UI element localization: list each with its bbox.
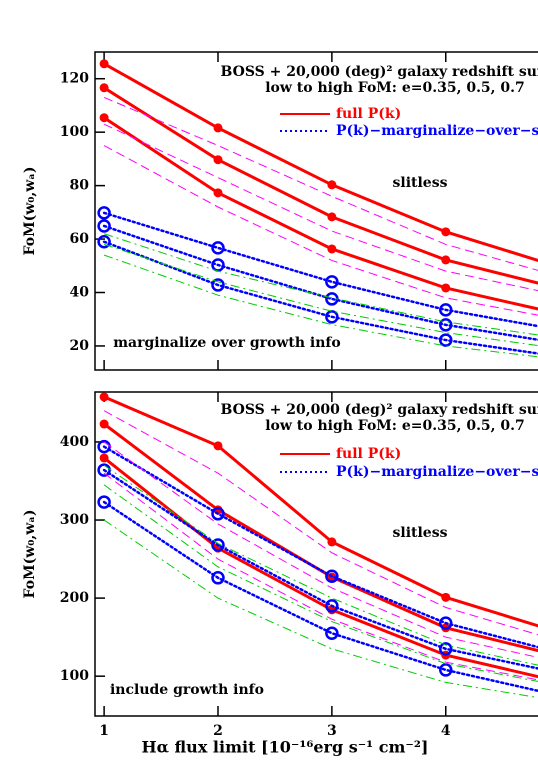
marker	[439, 663, 453, 677]
marker	[441, 227, 451, 237]
marker	[439, 303, 453, 317]
x-axis-label: Hα flux limit [10⁻¹⁶erg s⁻¹ cm⁻²]	[142, 738, 429, 757]
series-line	[103, 464, 538, 666]
marker	[327, 537, 337, 547]
marker	[97, 234, 111, 249]
y-tick-label: 40	[70, 285, 90, 301]
y-tick-label: 300	[60, 512, 89, 528]
marker	[99, 392, 109, 402]
y-axis-label: FoM(w₀,wₐ)	[22, 510, 38, 599]
y-axis-label: FoM(w₀,wₐ)	[22, 167, 38, 256]
marker	[99, 453, 109, 463]
annotation: include growth info	[110, 682, 264, 698]
series-line	[103, 96, 538, 271]
axis-frame	[94, 391, 538, 717]
marker	[97, 206, 111, 220]
marker	[327, 212, 337, 222]
marker	[325, 626, 339, 640]
marker	[325, 569, 339, 584]
marker	[99, 59, 109, 69]
marker	[325, 599, 339, 613]
axis-frame	[94, 51, 538, 371]
marker	[327, 180, 337, 190]
annotation: BOSS + 20,000 (deg)² galaxy redshift sur…	[221, 402, 538, 418]
marker	[97, 463, 111, 477]
y-tick-label: 100	[60, 124, 89, 140]
panel: 20 40 60 80 100 120 FoM(w₀,wₐ) BOSS + 20,000 (d…	[22, 51, 538, 371]
marker	[325, 275, 339, 289]
series-line	[102, 240, 538, 355]
series-line	[103, 145, 538, 316]
marker	[441, 283, 451, 293]
annotation: slitless	[393, 525, 448, 541]
series-line	[103, 472, 538, 681]
legend-label: full P(k)	[336, 106, 401, 122]
series-line	[103, 484, 538, 682]
marker	[211, 258, 225, 272]
marker	[97, 439, 111, 454]
legend-label: full P(k)	[336, 446, 401, 462]
x-tick-label: 3	[327, 723, 337, 739]
marker	[211, 278, 225, 292]
series-line	[103, 519, 538, 699]
x-tick-label: 4	[441, 723, 451, 739]
marker	[439, 642, 453, 656]
series-line	[103, 86, 538, 285]
series-line	[103, 243, 538, 347]
series-line	[103, 123, 538, 292]
marker	[97, 219, 111, 233]
series-line	[102, 224, 538, 342]
plot-area	[97, 392, 538, 699]
series-line	[103, 422, 538, 653]
plot-area	[97, 59, 538, 358]
y-tick-label: 80	[70, 178, 90, 194]
annotation: marginalize over growth info	[113, 335, 341, 351]
marker	[213, 155, 223, 165]
y-tick-label: 200	[60, 590, 89, 606]
annotation: BOSS + 20,000 (deg)² galaxy redshift sur…	[221, 64, 538, 80]
series-line	[102, 445, 538, 649]
marker	[211, 538, 225, 552]
marker	[213, 441, 223, 451]
marker	[213, 123, 223, 133]
x-tick-label: 2	[213, 723, 223, 739]
marker	[99, 113, 109, 123]
series-line	[102, 211, 538, 328]
y-tick-label: 120	[60, 71, 89, 87]
marker	[441, 255, 451, 265]
y-tick-label: 20	[70, 338, 90, 354]
marker	[99, 419, 109, 429]
series-line	[103, 410, 538, 636]
y-tick-label: 100	[60, 668, 89, 684]
series-line	[103, 254, 538, 358]
marker	[439, 333, 453, 347]
annotation: low to high FoM: e=0.35, 0.5, 0.7	[265, 80, 525, 96]
marker	[325, 310, 339, 324]
x-tick-label: 1	[99, 723, 109, 739]
annotation: low to high FoM: e=0.35, 0.5, 0.7	[265, 418, 525, 434]
marker	[211, 507, 225, 521]
marker	[211, 241, 225, 255]
series-line	[102, 500, 538, 693]
panel: 100 200 300 400 1 2 3 4 FoM(w₀,wₐ) Hα flux limit …	[22, 391, 538, 757]
y-tick-label: 60	[70, 231, 90, 247]
series-line	[103, 116, 538, 311]
marker	[97, 495, 111, 509]
marker	[327, 244, 337, 254]
legend-label: P(k)−marginalize−over−sh	[336, 123, 538, 139]
marker	[99, 83, 109, 93]
annotation: slitless	[393, 175, 448, 191]
marker	[211, 571, 225, 585]
series-line	[102, 468, 538, 670]
marker	[441, 592, 451, 602]
y-tick-label: 400	[60, 434, 89, 450]
marker	[213, 188, 223, 198]
series-line	[103, 233, 538, 336]
series-line	[103, 441, 538, 658]
marker	[439, 318, 453, 332]
legend-label: P(k)−marginalize−over−sh	[336, 464, 538, 480]
marker	[439, 616, 453, 630]
